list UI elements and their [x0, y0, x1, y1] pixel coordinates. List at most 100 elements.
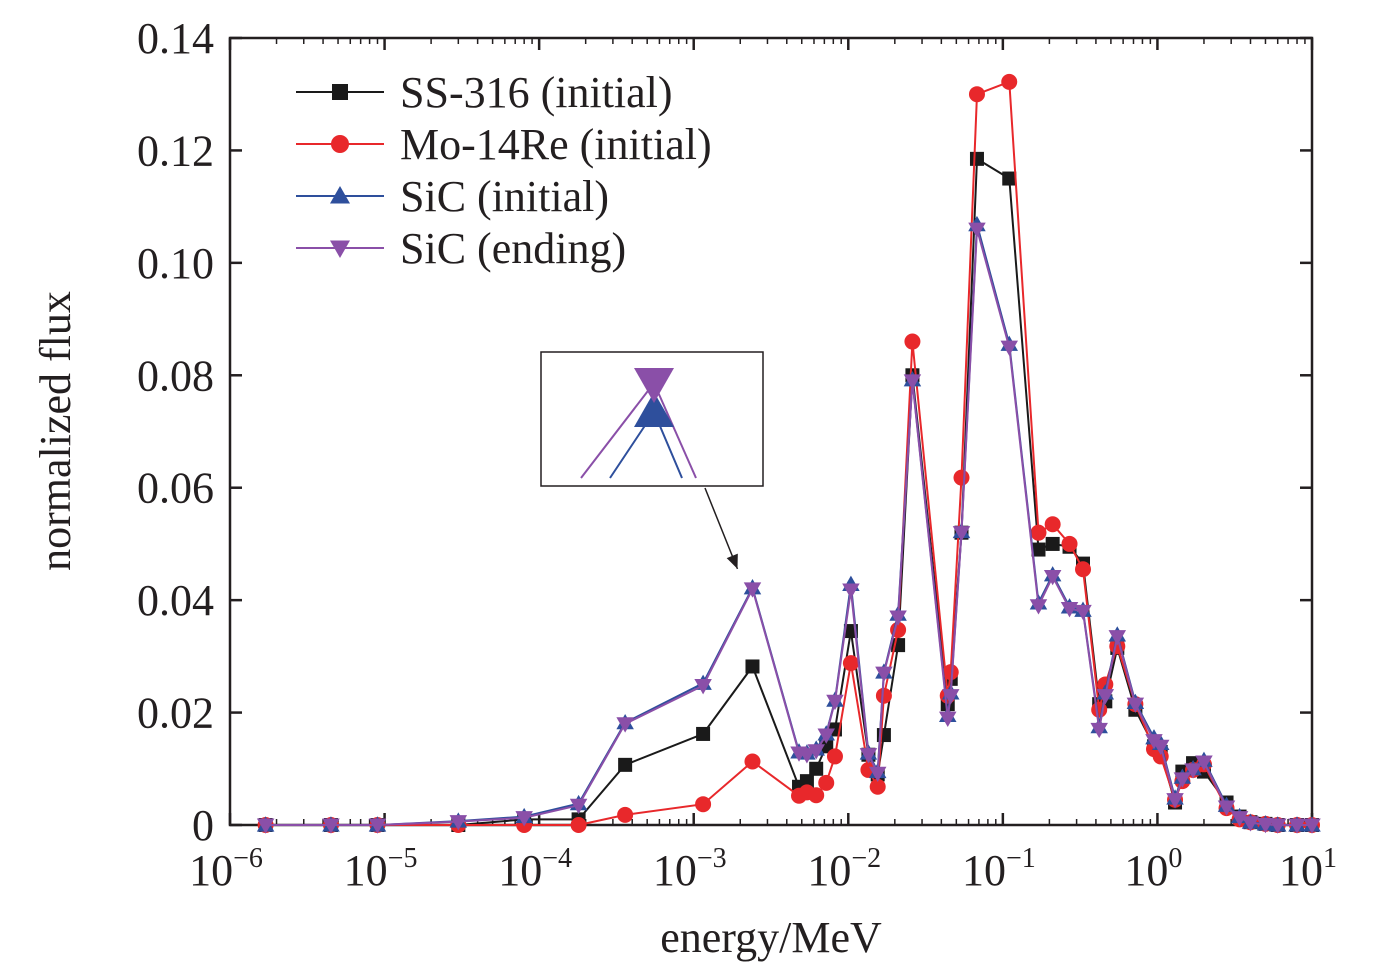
axis-ticks: 0 0.02 0.04 0.06 0.08 0.10 0.12 0.14 10−6 10−5 10−…: [137, 14, 1337, 895]
y-tick-label: 0.10: [137, 239, 214, 288]
square-marker: [332, 84, 348, 100]
triangle-down-marker: [743, 582, 762, 598]
triangle-down-marker: [256, 818, 275, 834]
triangle-down-marker: [1184, 763, 1202, 779]
triangle-down-marker: [952, 526, 971, 542]
circle-marker: [1075, 561, 1092, 578]
square-marker: [1002, 171, 1017, 186]
square-marker: [1045, 536, 1060, 551]
triangle-down-marker: [1173, 772, 1192, 788]
x-tick-label: 10−1: [962, 843, 1036, 895]
triangle-down-marker: [449, 815, 468, 831]
triangle-down-marker: [1303, 818, 1321, 834]
circle-marker: [570, 817, 587, 833]
circle-marker: [744, 753, 761, 770]
y-tick-label: 0.06: [137, 464, 214, 513]
triangle-down-marker: [1074, 604, 1092, 621]
triangle-down-marker: [1108, 630, 1127, 646]
triangle-down-marker: [807, 744, 825, 760]
circle-marker: [617, 806, 634, 823]
inset-arrow-line: [704, 487, 739, 570]
series-layer: [256, 73, 1321, 834]
triangle-down-marker: [903, 374, 922, 390]
triangle-down-marker: [1151, 739, 1170, 756]
triangle-up-marker: [330, 186, 350, 204]
triangle-down-marker: [368, 818, 387, 834]
circle-marker: [942, 664, 959, 681]
legend-entry: Mo-14Re (initial): [296, 120, 712, 169]
triangle-down-marker: [330, 240, 350, 258]
inset-line-ending: [580, 382, 655, 479]
y-axis-title: normalized flux: [31, 291, 80, 571]
square-marker: [809, 761, 824, 776]
circle-marker: [818, 774, 835, 791]
triangle-down-marker: [1000, 340, 1019, 356]
series-triangle-up: [256, 215, 1321, 832]
legend-entry: SS-316 (initial): [296, 68, 673, 117]
triangle-down-marker: [941, 689, 960, 705]
square-marker: [618, 757, 633, 772]
triangle-down-marker: [569, 798, 588, 815]
x-tick-label: 100: [1124, 843, 1182, 895]
circle-marker: [875, 687, 892, 704]
x-tick-label: 10−3: [653, 843, 727, 895]
y-tick-label: 0.08: [137, 351, 214, 400]
circle-marker: [1030, 524, 1047, 541]
x-tick-label: 10−4: [498, 843, 572, 895]
circle-marker: [1044, 516, 1061, 533]
x-tick-label: 10−6: [189, 843, 263, 895]
x-axis-title: energy/MeV: [660, 913, 882, 962]
square-marker: [745, 659, 760, 674]
circle-marker: [826, 748, 843, 765]
triangle-down-marker: [634, 368, 674, 403]
circle-marker: [695, 796, 712, 813]
circle-marker: [953, 469, 970, 486]
triangle-down-marker: [875, 666, 893, 682]
triangle-down-marker: [1217, 800, 1236, 816]
square-marker: [819, 739, 834, 754]
circle-marker: [869, 778, 886, 795]
triangle-down-marker: [938, 711, 957, 727]
triangle-down-marker: [322, 818, 340, 834]
triangle-down-marker: [1090, 722, 1108, 739]
square-marker: [799, 774, 814, 789]
triangle-down-marker: [1268, 818, 1287, 834]
y-tick-label: 0: [192, 801, 214, 850]
triangle-up-marker: [634, 392, 674, 427]
triangle-down-marker: [1256, 817, 1275, 834]
circle-marker: [842, 655, 859, 672]
circle-marker: [1061, 535, 1078, 552]
square-marker: [1031, 542, 1046, 557]
circle-marker: [968, 86, 985, 103]
x-tick-label: 101: [1279, 843, 1337, 895]
plot-frame: [228, 36, 1314, 827]
inset-line-ending: [653, 382, 697, 479]
legend-label: SiC (initial): [400, 172, 609, 221]
triangle-down-marker: [515, 811, 533, 827]
circle-marker: [1001, 73, 1018, 90]
y-tick-label: 0.14: [137, 14, 214, 63]
legend-entry: SiC (ending): [296, 224, 626, 273]
triangle-down-marker: [1195, 755, 1213, 771]
legend-entry: SiC (initial): [296, 172, 609, 221]
triangle-down-marker: [616, 717, 634, 733]
square-marker: [969, 151, 984, 166]
legend-label: SiC (ending): [400, 224, 626, 273]
triangle-down-marker: [817, 728, 835, 744]
triangle-down-marker: [1029, 599, 1048, 615]
triangle-down-marker: [798, 748, 816, 764]
zoom-inset: [540, 351, 764, 570]
triangle-down-marker: [1126, 697, 1145, 713]
triangle-down-marker: [694, 679, 712, 695]
y-tick-label: 0.12: [137, 126, 214, 175]
triangle-down-marker: [1241, 816, 1260, 832]
y-tick-label: 0.02: [137, 689, 214, 738]
triangle-down-marker: [1043, 569, 1062, 586]
x-tick-label: 10−5: [344, 843, 418, 895]
triangle-down-marker: [1288, 818, 1306, 834]
legend: SS-316 (initial)Mo-14Re (initial)SiC (in…: [296, 68, 712, 273]
circle-marker: [1091, 701, 1108, 718]
circle-marker: [808, 787, 825, 804]
legend-label: Mo-14Re (initial): [400, 120, 712, 169]
